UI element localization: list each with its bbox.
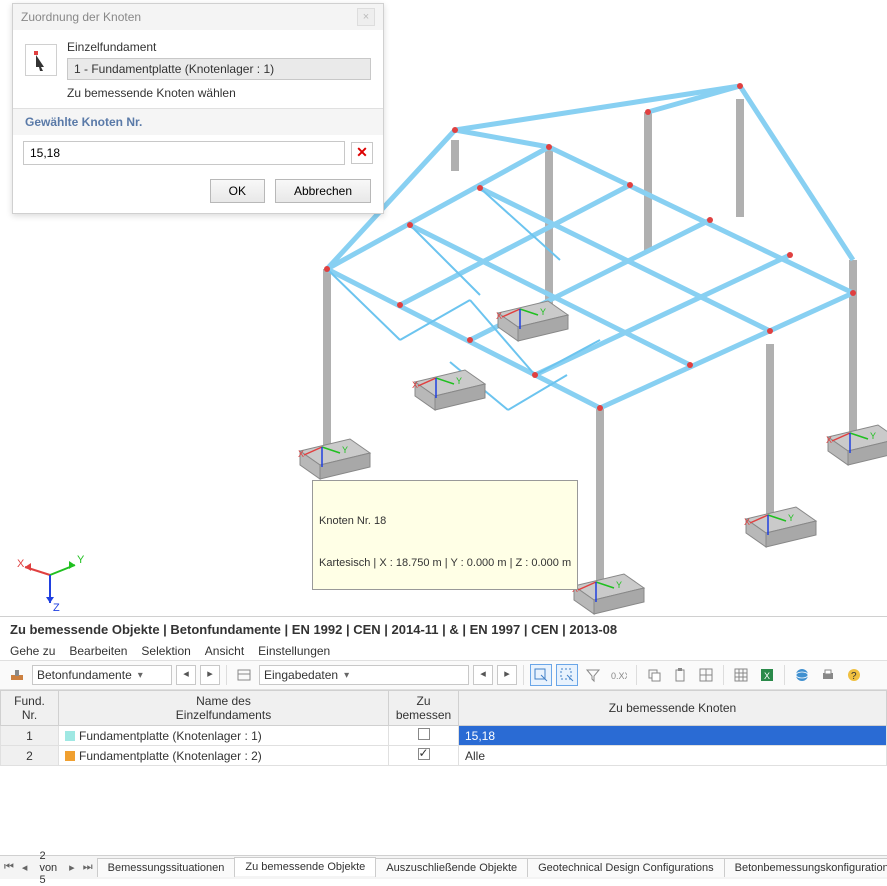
data-mode-icon [233,664,255,686]
table-row[interactable]: 2Fundamentplatte (Knotenlager : 2)Alle [1,746,887,766]
menu-selection[interactable]: Selektion [141,644,190,658]
svg-text:X: X [17,558,25,570]
menu-view[interactable]: Ansicht [205,644,244,658]
node-assignment-dialog: Zuordnung der Knoten × Einzelfundament 1… [12,3,384,214]
svg-text:Y: Y [870,431,876,441]
copy-icon[interactable] [643,664,665,686]
svg-text:Y: Y [616,580,622,590]
print-icon[interactable] [817,664,839,686]
next-page-button[interactable]: ▸ [65,861,79,874]
svg-text:Y: Y [456,376,462,386]
page-info: 2 von 5 [31,850,65,886]
nav-next2-button[interactable]: ▸ [497,665,517,685]
svg-text:X: X [826,435,832,445]
svg-text:X: X [412,380,418,390]
nav-next-button[interactable]: ▸ [200,665,220,685]
table-row[interactable]: 1Fundamentplatte (Knotenlager : 1)15,18 [1,726,887,746]
grid-icon[interactable] [695,664,717,686]
select-crossing-icon[interactable] [556,664,578,686]
design-checkbox[interactable] [418,728,430,740]
svg-text:Y: Y [540,307,546,317]
tooltip-line1: Knoten Nr. 18 [319,514,571,528]
nav-prev-button[interactable]: ◂ [176,665,196,685]
bottom-tab-bar: ⏮ ◂ 2 von 5 ▸ ⏭ Bemessungssituationen Zu… [0,855,887,879]
svg-text:Y: Y [788,513,794,523]
svg-text:X: X [298,449,304,459]
col-nodes: Zu bemessende Knoten [459,691,887,726]
svg-text:Z: Z [53,602,60,614]
filter-icon[interactable] [582,664,604,686]
global-axis-icon: X Y Z [15,545,75,605]
last-page-button[interactable]: ⏭ [79,861,97,874]
design-objects-panel: Zu bemessende Objekte | Betonfundamente … [0,616,887,879]
help-icon[interactable]: ? [843,664,865,686]
foundations-table: Fund. Nr. Name des Einzelfundaments Zu b… [0,690,887,766]
hint-text: Zu bemessende Knoten wählen [67,86,371,100]
foundation-label: Einzelfundament [67,40,371,54]
design-checkbox[interactable] [418,748,430,760]
col-name: Name des Einzelfundaments [59,691,389,726]
nodes-input[interactable] [23,141,345,165]
svg-text:Y: Y [342,445,348,455]
svg-text:X: X [744,517,750,527]
tab-exclude-objects[interactable]: Auszuschließende Objekte [375,858,528,877]
tab-situations[interactable]: Bemessungssituationen [97,858,236,877]
first-page-button[interactable]: ⏮ [0,861,18,874]
col-nr: Fund. Nr. [1,691,59,726]
prev-page-button[interactable]: ◂ [18,861,32,874]
panel-toolbar: Betonfundamente▾ ◂ ▸ Eingabedaten▾ ◂ ▸ 0… [0,660,887,690]
dialog-close-button[interactable]: × [357,8,375,26]
type-dropdown[interactable]: Betonfundamente▾ [32,665,172,685]
menu-settings[interactable]: Einstellungen [258,644,330,658]
foundation-type-icon [6,664,28,686]
dialog-title: Zuordnung der Knoten [21,10,141,24]
tooltip-line2: Kartesisch | X : 18.750 m | Y : 0.000 m … [319,556,571,570]
measure-icon[interactable]: 0.XX [608,664,630,686]
tab-design-objects[interactable]: Zu bemessende Objekte [234,857,376,876]
cursor-pick-icon [25,44,57,76]
svg-text:Y: Y [77,554,85,566]
svg-text:0.XX: 0.XX [611,671,627,681]
excel-icon[interactable]: X [756,664,778,686]
foundation-select[interactable]: 1 - Fundamentplatte (Knotenlager : 1) [67,58,371,80]
tab-concrete-config[interactable]: Betonbemessungskonfigurationen [724,858,887,877]
datamode-dropdown[interactable]: Eingabedaten▾ [259,665,469,685]
menu-goto[interactable]: Gehe zu [10,644,55,658]
panel-title: Zu bemessende Objekte | Betonfundamente … [0,617,887,642]
tab-geo-config[interactable]: Geotechnical Design Configurations [527,858,725,877]
menu-edit[interactable]: Bearbeiten [69,644,127,658]
cancel-button[interactable]: Abbrechen [275,179,371,203]
globe-icon[interactable] [791,664,813,686]
spreadsheet-icon[interactable] [730,664,752,686]
ok-button[interactable]: OK [210,179,265,203]
nav-prev2-button[interactable]: ◂ [473,665,493,685]
svg-text:X: X [764,671,770,681]
svg-text:X: X [496,311,502,321]
section-selected-nodes: Gewählte Knoten Nr. [13,108,383,135]
select-window-icon[interactable] [530,664,552,686]
col-design: Zu bemessen [389,691,459,726]
clear-nodes-button[interactable]: ✕ [351,142,373,164]
panel-menu: Gehe zu Bearbeiten Selektion Ansicht Ein… [0,642,887,660]
paste-icon[interactable] [669,664,691,686]
node-tooltip: Knoten Nr. 18 Kartesisch | X : 18.750 m … [312,480,578,590]
svg-text:?: ? [851,671,857,682]
